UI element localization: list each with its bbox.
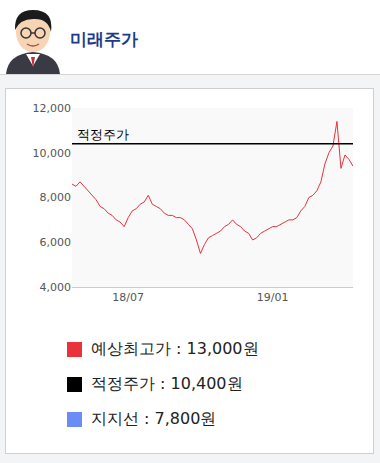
html-text:예상최고가 : 13,000원: 예상최고가 : 13,000원 <box>91 339 259 358</box>
svg-text:19/01: 19/01 <box>257 291 289 304</box>
svg-text:8,000: 8,000 <box>40 191 72 204</box>
html-text:적정주가 : 10,400원: 적정주가 : 10,400원 <box>91 374 243 393</box>
svg-text:4,000: 4,000 <box>40 281 72 294</box>
svg-text:10,000: 10,000 <box>33 147 72 160</box>
svg-text:6,000: 6,000 <box>40 236 72 249</box>
html-text:미래주가: 미래주가 <box>70 29 138 49</box>
svg-text:18/07: 18/07 <box>112 291 144 304</box>
html-text:지지선 : 7,800원: 지지선 : 7,800원 <box>91 409 217 428</box>
svg-text:12,000: 12,000 <box>33 102 72 115</box>
svg-text:적정주가: 적정주가 <box>77 127 129 142</box>
